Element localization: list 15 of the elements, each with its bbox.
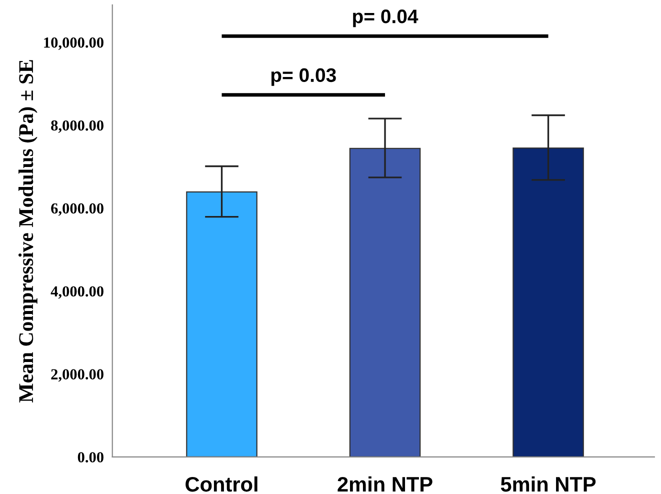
y-tick-label: 10,000.00 (44, 37, 104, 50)
annotation: p= 0.04 (353, 10, 418, 28)
annotation: p= 0.03 (271, 68, 336, 86)
y-tick-label: 4,000.00 (50, 286, 104, 299)
x-tick-label: 2min NTP (338, 476, 432, 492)
x-tick-label: Control (186, 476, 258, 492)
x-tick-label: 5min NTP (500, 476, 596, 492)
y-tick-label: 6,000.00 (51, 203, 104, 216)
bar (186, 191, 258, 457)
bar (349, 148, 421, 457)
y-tick-label: 2,000.00 (51, 369, 104, 382)
y-tick-label: 0.00 (78, 452, 104, 462)
y-tick-label: 8,000.00 (51, 120, 104, 133)
y-axis-title: Mean Compressive Modulus (Pa) ± SE (18, 60, 38, 403)
bar (512, 147, 584, 457)
